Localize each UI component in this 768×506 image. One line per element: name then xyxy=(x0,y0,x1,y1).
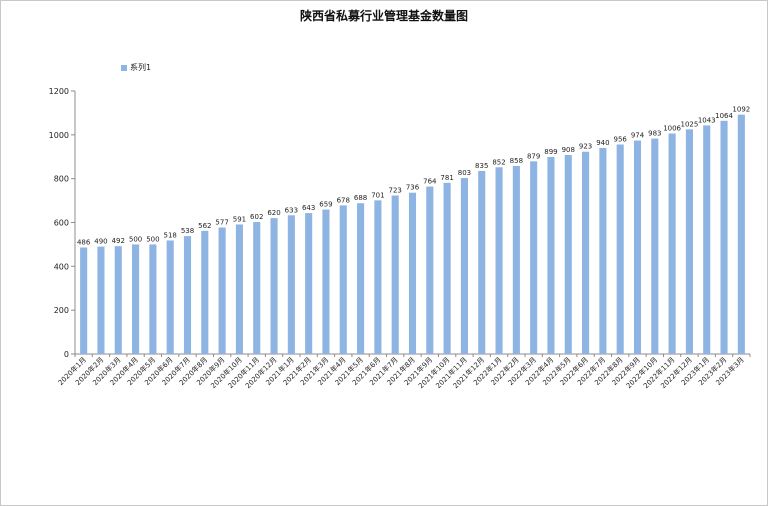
y-tick-label: 800 xyxy=(54,175,69,184)
bar xyxy=(287,215,295,354)
data-label: 956 xyxy=(614,135,628,143)
data-label: 803 xyxy=(458,169,471,177)
bar xyxy=(357,203,365,354)
bar xyxy=(305,213,313,354)
data-label: 486 xyxy=(77,238,91,246)
bar xyxy=(80,247,88,354)
data-label: 659 xyxy=(319,201,332,209)
bar xyxy=(599,147,607,354)
y-tick-label: 1200 xyxy=(49,87,69,96)
data-label: 835 xyxy=(475,162,488,170)
bar xyxy=(322,209,330,354)
bar xyxy=(183,236,192,354)
y-tick-label: 200 xyxy=(54,306,69,315)
legend-label: 系列1 xyxy=(130,63,152,72)
data-label: 602 xyxy=(250,213,263,221)
bar xyxy=(564,155,572,354)
data-label: 1025 xyxy=(681,120,699,128)
data-label: 678 xyxy=(337,196,350,204)
data-label: 1006 xyxy=(663,125,681,133)
bar xyxy=(97,246,105,354)
data-label: 538 xyxy=(181,227,194,235)
data-label: 736 xyxy=(406,184,420,192)
bar xyxy=(149,244,157,354)
y-tick-label: 0 xyxy=(64,350,69,359)
bar xyxy=(235,224,243,354)
data-label: 492 xyxy=(112,237,125,245)
data-label: 879 xyxy=(527,152,540,160)
data-label: 518 xyxy=(164,231,177,239)
bar xyxy=(547,156,555,354)
data-label: 852 xyxy=(492,158,505,166)
data-label: 577 xyxy=(215,219,228,227)
data-label: 1064 xyxy=(715,112,733,120)
bar xyxy=(218,227,226,354)
bar xyxy=(512,165,520,354)
data-label: 983 xyxy=(648,130,661,138)
bar xyxy=(668,133,676,354)
data-label: 620 xyxy=(267,209,280,217)
y-tick-label: 400 xyxy=(54,262,69,271)
bar xyxy=(720,120,728,354)
data-label: 1092 xyxy=(732,106,750,114)
data-label: 633 xyxy=(285,206,298,214)
bar xyxy=(114,246,122,354)
bar xyxy=(443,182,451,354)
data-label: 701 xyxy=(371,191,384,199)
bar xyxy=(426,186,434,354)
bar xyxy=(201,230,209,354)
data-label: 858 xyxy=(510,157,523,165)
bar xyxy=(478,171,486,354)
bar xyxy=(495,167,503,354)
data-label: 923 xyxy=(579,143,592,151)
bar xyxy=(530,161,538,354)
data-label: 1043 xyxy=(698,116,716,124)
bar xyxy=(132,244,140,354)
legend-swatch xyxy=(121,64,127,71)
data-label: 688 xyxy=(354,194,367,202)
chart-title: 陕西省私募行业管理基金数量图 xyxy=(299,9,468,23)
data-label: 490 xyxy=(94,238,107,246)
bar xyxy=(270,218,278,354)
y-tick-label: 600 xyxy=(54,219,69,228)
bar xyxy=(737,114,745,354)
data-label: 591 xyxy=(233,215,246,223)
data-label: 643 xyxy=(302,204,315,212)
bar xyxy=(616,144,624,354)
bar xyxy=(582,151,590,354)
data-label: 781 xyxy=(440,174,453,182)
bar xyxy=(166,240,174,354)
data-label: 908 xyxy=(562,146,575,154)
bar xyxy=(633,140,642,354)
bar xyxy=(685,129,693,354)
bar xyxy=(460,178,468,354)
bar xyxy=(703,125,711,354)
data-label: 723 xyxy=(389,187,402,195)
y-tick-label: 1000 xyxy=(49,131,69,140)
bar xyxy=(253,222,261,354)
data-label: 899 xyxy=(544,148,557,156)
bar xyxy=(408,192,417,354)
data-label: 562 xyxy=(198,222,211,230)
data-label: 500 xyxy=(146,235,159,243)
bar xyxy=(651,138,659,354)
bar xyxy=(374,200,382,354)
data-label: 764 xyxy=(423,178,437,186)
data-label: 974 xyxy=(631,132,645,140)
data-label: 940 xyxy=(596,139,609,147)
legend: 系列1 xyxy=(121,62,151,73)
bar xyxy=(391,195,399,354)
data-label: 500 xyxy=(129,235,142,243)
bar xyxy=(339,205,347,354)
